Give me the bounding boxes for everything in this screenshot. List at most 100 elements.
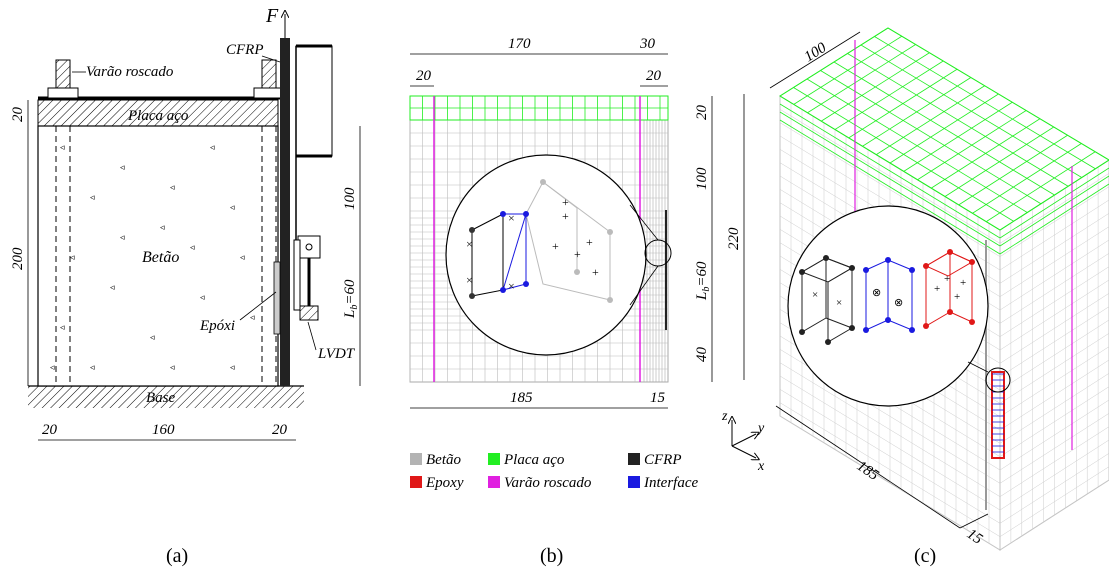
dim-a-top-20: 20 (10, 107, 26, 123)
svg-text:◃: ◃ (250, 312, 255, 322)
svg-text:◃: ◃ (60, 322, 65, 332)
zoom-detail-c: ××⊗⊗+++ + (799, 249, 975, 345)
concrete-block (37, 125, 279, 387)
svg-text:+: + (944, 273, 950, 285)
rod-label: Varão roscado (86, 64, 174, 80)
svg-text:◃: ◃ (230, 362, 235, 372)
axis-y-label: y (756, 421, 765, 436)
svg-text:+: + (934, 283, 940, 295)
force-label: F (265, 5, 279, 27)
dim-b-right-lb: Lb=60 (694, 261, 712, 301)
svg-text:+: + (960, 277, 966, 289)
plate-label: Placa aço (127, 108, 189, 124)
svg-text:◃: ◃ (240, 252, 245, 262)
caption-a: (a) (166, 545, 188, 567)
lvdt-device (293, 235, 321, 321)
legend-item-steel-plate: Placa aço (488, 452, 565, 468)
svg-text:◃: ◃ (120, 232, 125, 242)
dim-b-20-left: 20 (416, 68, 432, 84)
dim-b-right-100: 100 (694, 167, 710, 190)
svg-text:CFRP: CFRP (644, 452, 682, 468)
caption-b: (b) (540, 545, 563, 567)
zoom-target-c (985, 367, 1011, 393)
legend: Betão Placa aço CFRP Epoxy Varão roscado… (410, 452, 698, 491)
svg-text:+: + (592, 265, 599, 279)
svg-text:+: + (586, 235, 593, 249)
dim-a-bottom-right: 20 (272, 422, 288, 438)
dim-b-right-40: 40 (694, 347, 710, 363)
svg-text:◃: ◃ (60, 142, 65, 152)
svg-text:×: × (812, 289, 818, 301)
svg-text:◃: ◃ (150, 332, 155, 342)
svg-text:◃: ◃ (90, 192, 95, 202)
svg-text:◃: ◃ (50, 362, 55, 372)
dim-b-20-right: 20 (646, 68, 662, 84)
svg-text:Varão roscado: Varão roscado (504, 475, 592, 491)
cfrp-strip (280, 38, 290, 386)
svg-text:◃: ◃ (210, 142, 215, 152)
svg-text:Betão: Betão (426, 452, 461, 468)
dim-a-200: 200 (10, 247, 26, 270)
svg-text:◃: ◃ (170, 362, 175, 372)
zoom-detail: ×× ×× ++ ++ ++ (466, 179, 613, 303)
svg-text:Epoxy: Epoxy (425, 475, 464, 491)
svg-text:◃: ◃ (190, 242, 195, 252)
aggregate-marks: ◃ ◃ ◃ ◃ ◃ ◃ ◃ ◃ ◃ ◃ ◃ ◃ ◃ ◃ ◃ ◃ ◃ ◃ ◃ ◃ (50, 142, 255, 372)
dim-b-15: 15 (650, 390, 666, 406)
panel-c: z y x ××⊗⊗+++ + 100 220 185 (721, 27, 1109, 567)
dim-a-100: 100 (342, 187, 358, 210)
svg-text:×: × (836, 297, 842, 309)
svg-text:◃: ◃ (110, 282, 115, 292)
svg-text:×: × (466, 273, 473, 287)
dim-b-185: 185 (510, 390, 533, 406)
svg-text:×: × (508, 211, 515, 225)
panel-a: F CFRP Varão roscado Placa aço Betão Epó… (10, 5, 361, 567)
dim-a-bottom-left: 20 (42, 422, 58, 438)
legend-item-cfrp: CFRP (628, 452, 682, 468)
concrete-label: Betão (142, 249, 179, 266)
svg-text:+: + (562, 195, 569, 209)
svg-text:◃: ◃ (120, 162, 125, 172)
steel-plate (37, 99, 279, 127)
svg-text:×: × (508, 279, 515, 293)
svg-text:+: + (562, 209, 569, 223)
dim-b-right-20: 20 (694, 105, 710, 121)
base-label: Base (146, 390, 176, 406)
dim-b-30: 30 (639, 36, 656, 52)
svg-text:×: × (466, 237, 473, 251)
zoom-circle (445, 154, 647, 356)
epoxy-label: Epóxi (199, 318, 235, 334)
svg-text:⊗: ⊗ (894, 297, 903, 309)
svg-text:◃: ◃ (160, 222, 165, 232)
loading-frame (295, 45, 333, 157)
legend-item-rod: Varão roscado (488, 475, 592, 491)
panel-b: ×× ×× ++ ++ ++ 170 30 20 20 20 100 Lb=60… (409, 36, 713, 567)
epoxy-zone (273, 261, 281, 335)
svg-text:+: + (954, 291, 960, 303)
legend-item-interface: Interface (628, 475, 698, 491)
cfrp-label: CFRP (226, 42, 264, 58)
legend-item-epoxy: Epoxy (410, 475, 464, 491)
svg-text:◃: ◃ (90, 362, 95, 372)
dim-b-170: 170 (508, 36, 531, 52)
lvdt-label: LVDT (317, 346, 356, 362)
svg-text:◃: ◃ (70, 252, 75, 262)
caption-c: (c) (914, 545, 936, 567)
svg-text:+: + (552, 239, 559, 253)
dim-c-220: 220 (726, 227, 742, 250)
svg-text:⊗: ⊗ (872, 287, 881, 299)
svg-text:+: + (574, 247, 581, 261)
svg-text:◃: ◃ (170, 182, 175, 192)
svg-text:◃: ◃ (230, 202, 235, 212)
axis-triad: z y x (721, 409, 765, 474)
svg-text:◃: ◃ (200, 292, 205, 302)
threaded-rods (47, 59, 285, 386)
svg-text:Placa aço: Placa aço (503, 452, 565, 468)
dim-a-lb: Lb=60 (342, 279, 360, 319)
axis-z-label: z (721, 409, 728, 424)
base-block (28, 386, 304, 408)
dim-a-bottom-mid: 160 (152, 422, 175, 438)
dim-c-100: 100 (802, 40, 830, 66)
axis-x-label: x (757, 459, 765, 474)
